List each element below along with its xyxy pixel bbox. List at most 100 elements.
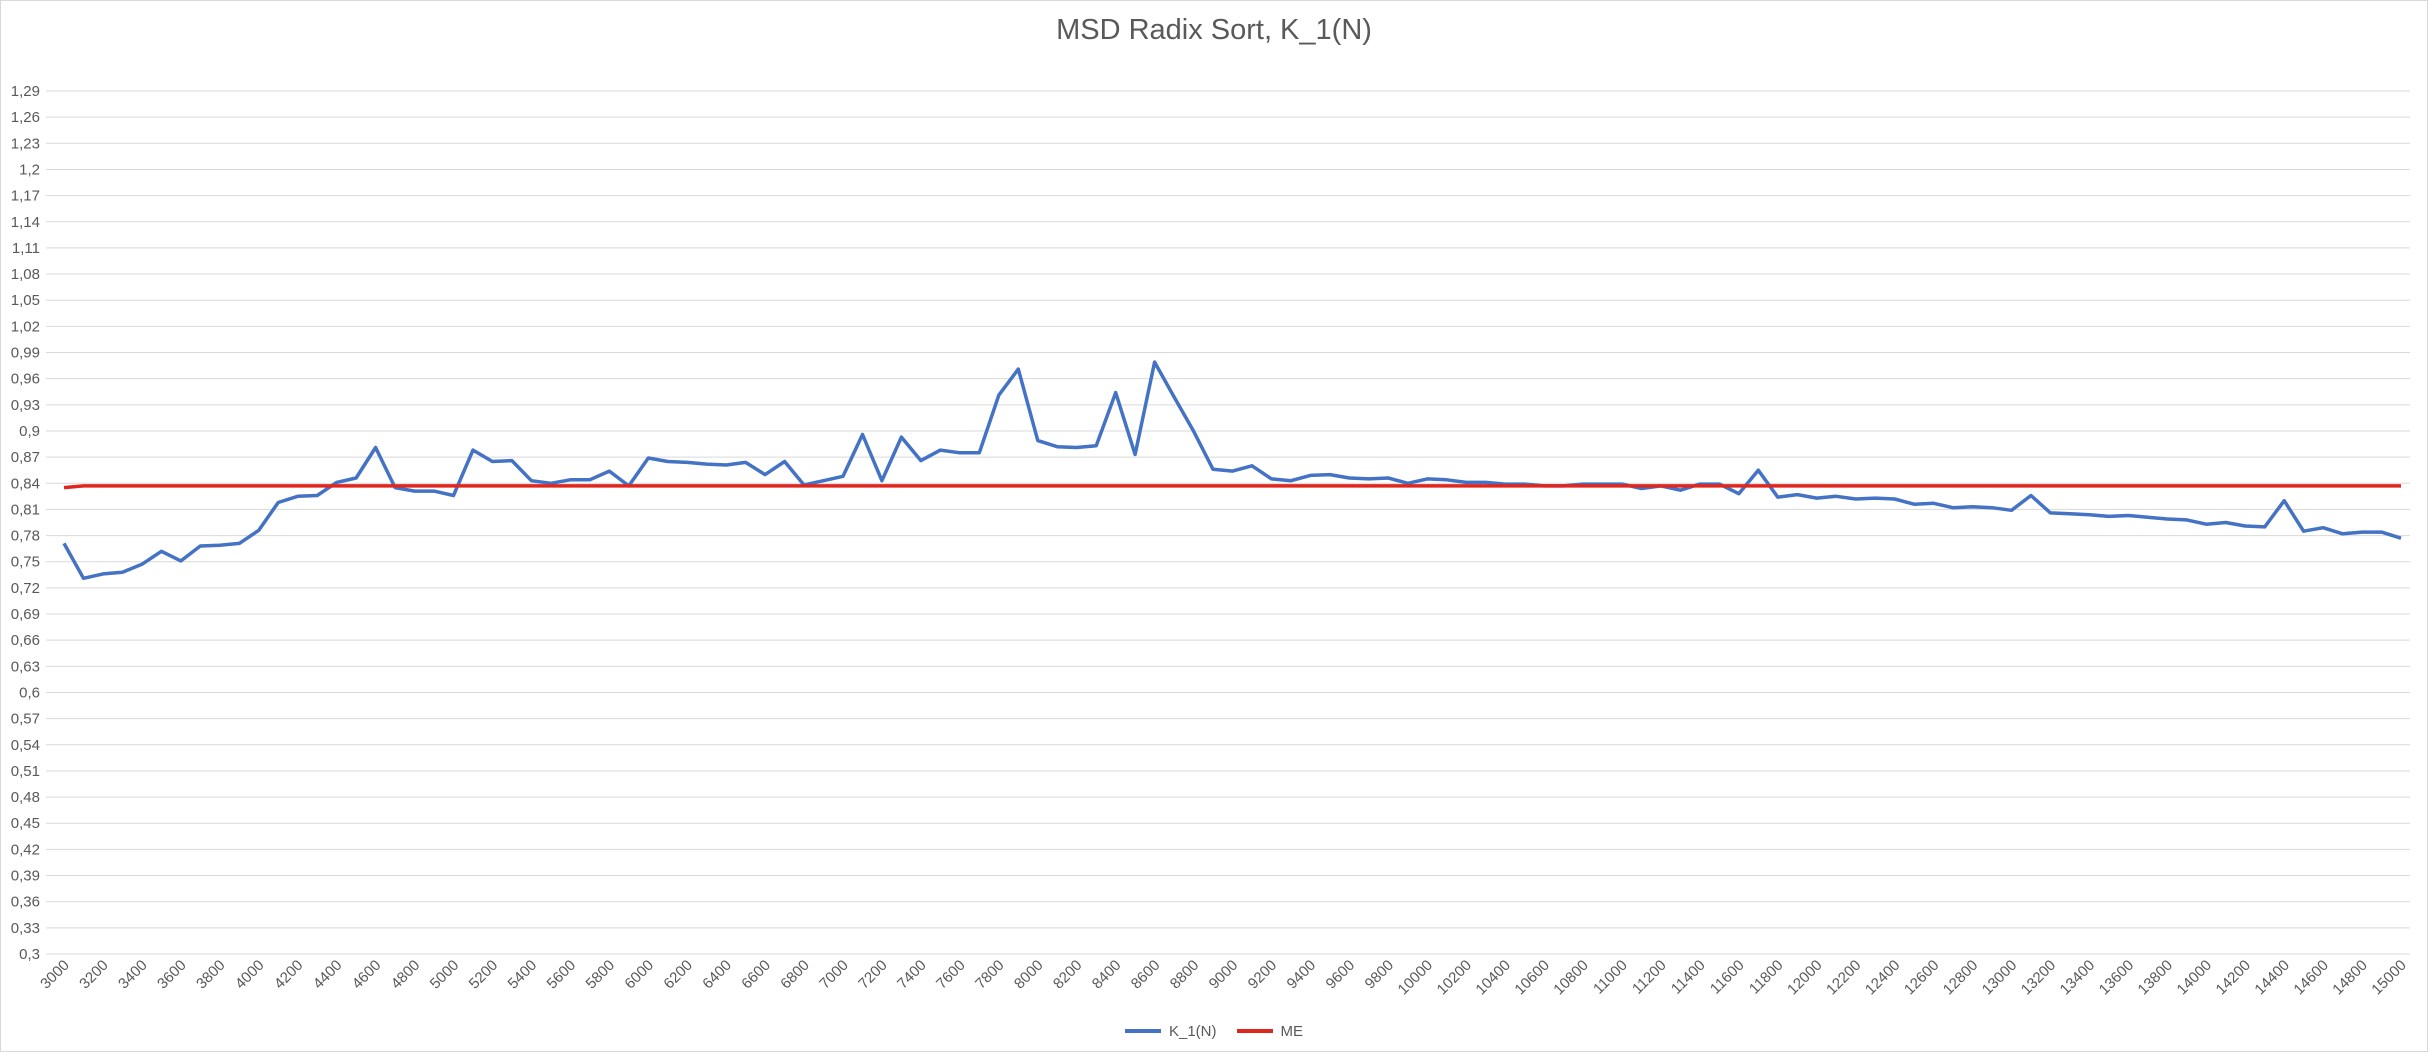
y-tick-label: 0,9 [19,423,40,440]
x-tick-label: 13600 [2096,957,2138,999]
x-tick-label: 11800 [1746,957,1787,998]
y-tick-label: 0,69 [11,606,40,623]
x-tick-label: 8600 [1128,957,1164,993]
x-tick-label: 12600 [1901,957,1943,999]
x-tick-label: 8200 [1050,957,1086,993]
x-tick-label: 3600 [154,957,190,993]
x-tick-label: 5600 [544,957,580,993]
x-tick-label: 5000 [427,957,463,993]
x-tick-label: 12400 [1862,957,1904,999]
x-tick-label: 15000 [2368,957,2410,999]
x-tick-label: 14200 [2213,957,2255,999]
y-tick-label: 1,08 [11,266,40,283]
y-axis-ticks: 0,3 0,33 0,36 0,39 0,42 0,45 0,48 0,51 0,54 0,57 0… [11,83,40,963]
x-tick-label: 3800 [193,957,229,993]
x-tick-label: 13400 [2057,957,2099,999]
x-tick-label: 4800 [388,957,424,993]
x-tick-label: 9400 [1284,957,1320,993]
x-tick-label: 11000 [1590,957,1631,998]
x-tick-label: 14800 [2329,957,2371,999]
y-tick-label: 1,17 [11,188,40,205]
x-tick-label: 8800 [1167,957,1203,993]
x-tick-label: 13200 [2018,957,2060,999]
y-tick-label: 0,48 [11,789,40,806]
x-tick-label: 7400 [894,957,930,993]
y-tick-label: 1,23 [11,135,40,152]
y-tick-label: 0,51 [11,763,40,780]
x-tick-label: 13000 [1979,957,2021,999]
y-tick-label: 0,93 [11,397,40,414]
x-tick-label: 12200 [1823,957,1865,999]
x-tick-label: 9800 [1362,957,1398,993]
x-tick-label: 6200 [660,957,696,993]
x-axis-ticks: 3000 3200 3400 3600 3800 4000 4200 4400 4600 4800… [37,957,2410,999]
x-tick-label: 7000 [816,957,852,993]
x-tick-label: 7200 [855,957,891,993]
legend: K_1(N) ME [0,1018,2428,1044]
y-tick-label: 0,87 [11,449,40,466]
x-tick-label: 7800 [972,957,1008,993]
y-tick-label: 1,29 [11,83,40,100]
x-tick-label: 11200 [1629,957,1670,998]
x-tick-label: 9200 [1245,957,1281,993]
x-tick-label: 4000 [232,957,268,993]
y-tick-label: 1,05 [11,292,40,309]
y-tick-label: 1,14 [11,214,40,231]
x-tick-label: 14000 [2174,957,2216,999]
series-lines [62,360,2402,581]
x-tick-label: 5400 [505,957,541,993]
y-tick-label: 0,54 [11,737,40,754]
series-line-k1 [62,360,2402,581]
y-tick-label: 1,26 [11,109,40,126]
x-tick-label: 10400 [1472,957,1514,999]
chart-title: MSD Radix Sort, K_1(N) [1056,14,1372,46]
legend-item-me: ME [1236,1022,1304,1040]
x-tick-label: 3000 [37,957,73,993]
x-tick-label: 6800 [777,957,813,993]
x-tick-label: 10600 [1511,957,1553,999]
x-tick-label: 6000 [621,957,657,993]
x-tick-label: 8000 [1011,957,1047,993]
x-tick-label: 10000 [1395,957,1437,999]
y-tick-label: 0,45 [11,815,40,832]
x-tick-label: 5200 [466,957,502,993]
x-tick-label: 6400 [699,957,735,993]
y-tick-label: 0,96 [11,371,40,388]
y-tick-label: 0,81 [11,501,40,518]
legend-label-k1: K_1(N) [1168,1022,1217,1040]
y-tick-label: 0,39 [11,868,40,885]
gridlines [46,90,2410,955]
x-tick-label: 8400 [1089,957,1125,993]
y-tick-label: 0,6 [19,684,40,701]
y-tick-label: 0,3 [19,946,40,963]
x-tick-label: 14400 [2251,957,2293,999]
x-tick-label: 5800 [583,957,619,993]
x-tick-label: 10200 [1434,957,1476,999]
x-tick-label: 13800 [2135,957,2177,999]
legend-swatch-me [1236,1029,1273,1033]
x-tick-label: 11400 [1668,957,1709,998]
y-tick-label: 1,02 [11,318,40,335]
x-tick-label: 14600 [2290,957,2332,999]
y-tick-label: 0,78 [11,528,40,545]
x-tick-label: 6600 [738,957,774,993]
x-tick-label: 12000 [1784,957,1826,999]
series-line-me [63,484,2401,490]
legend-label-me: ME [1280,1022,1304,1040]
legend-swatch-k1 [1124,1029,1161,1033]
y-tick-label: 0,84 [11,475,40,492]
x-tick-label: 4400 [310,957,346,993]
x-tick-label: 9000 [1206,957,1242,993]
x-tick-label: 12800 [1940,957,1982,999]
legend-item-k1: K_1(N) [1124,1022,1217,1040]
y-tick-label: 0,33 [11,920,40,937]
y-tick-label: 0,99 [11,345,40,362]
y-tick-label: 1,2 [19,161,40,178]
y-tick-label: 0,72 [11,580,40,597]
x-tick-label: 11600 [1707,957,1748,998]
x-tick-label: 4600 [349,957,385,993]
y-tick-label: 0,36 [11,894,40,911]
x-tick-label: 3400 [115,957,151,993]
